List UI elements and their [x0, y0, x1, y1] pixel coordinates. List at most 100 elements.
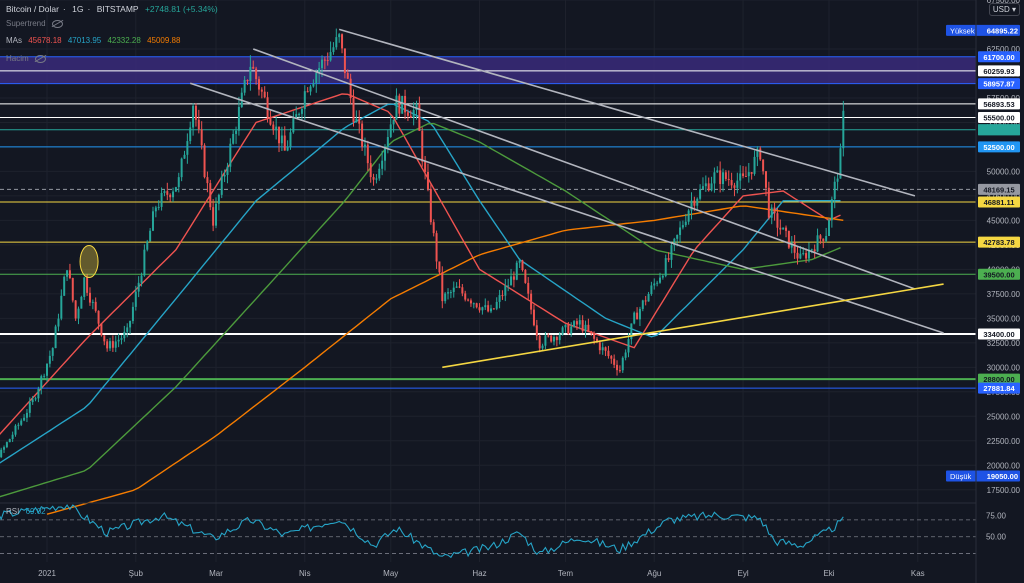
candle-body	[607, 350, 610, 357]
candle-body	[157, 206, 160, 208]
candle-body	[303, 91, 306, 110]
ma-legend[interactable]: MAs 45678.18 47013.95 42332.28 45009.88	[6, 36, 184, 45]
candle-body	[739, 173, 742, 181]
hidden-eye-icon[interactable]	[51, 19, 63, 28]
candle-body	[46, 363, 48, 376]
candle-body	[630, 323, 633, 340]
candle-body	[633, 312, 636, 324]
candle-body	[28, 402, 31, 413]
candle-body	[5, 442, 8, 448]
candle-body	[372, 177, 375, 180]
price-label-text: 56893.53	[983, 100, 1014, 109]
candle-body	[747, 172, 750, 177]
candle-body	[23, 417, 26, 421]
candle-body	[573, 321, 576, 327]
candle-body	[558, 334, 561, 341]
candle-body	[194, 105, 197, 120]
candle-body	[343, 48, 346, 74]
candle-body	[444, 293, 447, 302]
x-tick-label: Nis	[299, 569, 311, 578]
candle-body	[183, 154, 186, 159]
high-label-value: 64895.22	[987, 26, 1018, 35]
candle-body	[206, 177, 209, 184]
volume-legend[interactable]: Hacim	[6, 54, 50, 63]
candle-body	[613, 358, 616, 365]
candle-body	[392, 119, 395, 125]
candle-body	[384, 146, 387, 161]
candle-body	[521, 260, 524, 271]
candle-body	[31, 399, 34, 403]
candle-body	[369, 163, 372, 178]
candle-body	[341, 34, 344, 49]
candle-body	[661, 275, 664, 278]
candle-body	[449, 292, 452, 294]
x-tick-label: Haz	[472, 569, 486, 578]
interval[interactable]: 1G	[72, 4, 84, 14]
candle-body	[88, 292, 91, 303]
candle-body	[0, 449, 3, 458]
candle-body	[169, 194, 172, 198]
candle-body	[3, 447, 6, 450]
candle-body	[329, 52, 332, 61]
candle-body	[11, 434, 14, 440]
candle-body	[701, 186, 704, 190]
candle-body	[129, 321, 132, 328]
candle-body	[217, 194, 220, 204]
moving-average-line	[0, 93, 841, 435]
candle-body	[260, 89, 263, 92]
hidden-eye-icon[interactable]	[34, 54, 46, 63]
price-label-box	[978, 112, 1020, 124]
candle-body	[507, 285, 510, 287]
y-tick-label: 30000.00	[987, 363, 1021, 372]
candle-body	[275, 126, 278, 131]
candle-body	[83, 277, 86, 297]
candle-body	[464, 293, 467, 300]
currency-selector[interactable]: USD ▾	[988, 3, 1020, 16]
price-change: +2748.81 (+5.34%)	[144, 4, 218, 14]
candle-body	[68, 270, 71, 279]
candle-body	[621, 357, 624, 371]
candle-body	[432, 222, 435, 234]
symbol-name[interactable]: Bitcoin / Dolar	[6, 4, 59, 14]
candle-body	[825, 235, 828, 242]
supertrend-legend[interactable]: Supertrend	[6, 19, 67, 28]
candle-body	[776, 213, 779, 228]
candle-body	[283, 135, 286, 151]
candle-body	[71, 278, 74, 301]
price-label-box	[978, 65, 1020, 77]
price-label-box	[978, 268, 1020, 280]
candle-body	[269, 117, 272, 125]
candle-body	[237, 107, 240, 131]
candle-body	[581, 320, 584, 332]
candle-body	[243, 79, 246, 93]
candle-body	[590, 331, 593, 334]
candle-body	[48, 355, 51, 364]
candle-body	[779, 227, 782, 230]
candle-body	[750, 172, 753, 174]
candle-body	[498, 295, 501, 302]
candle-body	[114, 341, 117, 348]
candle-body	[349, 78, 352, 99]
candle-body	[673, 238, 676, 246]
candle-body	[66, 270, 69, 277]
rsi-legend[interactable]: RSI 69.02	[6, 507, 50, 516]
candle-body	[681, 225, 684, 228]
candle-body	[300, 109, 303, 114]
price-label-text: 42783.78	[983, 238, 1014, 247]
candle-body	[455, 286, 458, 288]
candle-body	[564, 324, 567, 328]
candle-body	[166, 191, 169, 195]
candle-body	[813, 249, 816, 252]
candle-body	[151, 211, 154, 231]
low-label-title: Düşük	[950, 472, 972, 481]
price-label-text: 48169.15	[983, 185, 1014, 194]
candle-body	[51, 348, 54, 356]
candle-body	[770, 207, 773, 218]
candle-body	[515, 262, 518, 280]
candle-body	[693, 200, 696, 206]
candle-body	[636, 312, 639, 320]
rsi-value: 69.02	[25, 507, 46, 516]
candle-body	[326, 59, 329, 61]
exchange: BITSTAMP	[96, 4, 139, 14]
